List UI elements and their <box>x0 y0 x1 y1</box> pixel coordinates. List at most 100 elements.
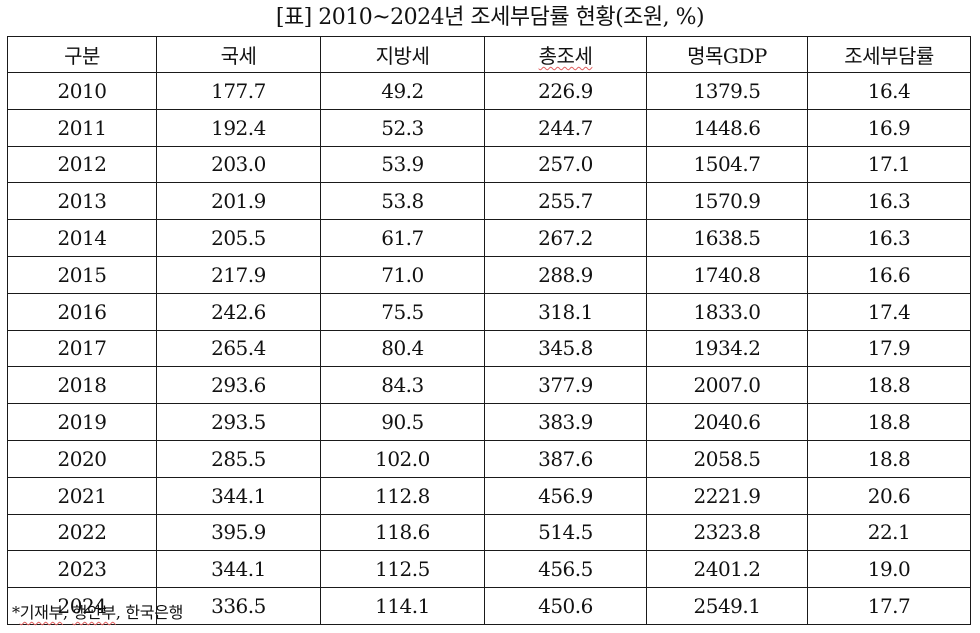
cell-year: 2024 <box>7 587 157 625</box>
cell-total-tax: 244.7 <box>484 108 647 147</box>
table-row: 2022 395.9 118.6 514.5 2323.8 22.1 <box>7 513 971 552</box>
cell-national-tax: 344.1 <box>156 476 321 515</box>
cell-local-tax: 84.3 <box>320 366 485 405</box>
source-item-bok: 한국은행 <box>125 603 184 622</box>
cell-year: 2021 <box>7 476 157 515</box>
cell-tax-burden-rate: 18.8 <box>807 366 971 405</box>
cell-local-tax: 49.2 <box>320 72 485 110</box>
cell-tax-burden-rate: 16.9 <box>807 108 971 147</box>
cell-total-tax: 288.9 <box>484 255 647 294</box>
cell-year: 2014 <box>7 219 157 257</box>
cell-local-tax: 112.8 <box>320 476 485 515</box>
header-nominal-gdp: 명목GDP <box>646 36 808 73</box>
cell-total-tax: 267.2 <box>484 219 647 257</box>
cell-year: 2010 <box>7 72 157 110</box>
cell-national-tax: 192.4 <box>156 108 321 147</box>
cell-national-tax: 203.0 <box>156 145 321 184</box>
source-item-moef: 기재부 <box>19 603 64 622</box>
source-separator: , <box>115 603 126 622</box>
cell-tax-burden-rate: 22.1 <box>807 513 971 552</box>
cell-local-tax: 90.5 <box>320 403 485 441</box>
cell-national-tax: 205.5 <box>156 219 321 257</box>
cell-tax-burden-rate: 17.4 <box>807 292 971 331</box>
cell-nominal-gdp: 2040.6 <box>646 403 808 441</box>
table-row: 2017 265.4 80.4 345.8 1934.2 17.9 <box>7 329 971 368</box>
cell-year: 2011 <box>7 108 157 147</box>
cell-tax-burden-rate: 17.1 <box>807 145 971 184</box>
cell-nominal-gdp: 2549.1 <box>646 587 808 625</box>
header-tax-burden-rate: 조세부담률 <box>807 36 971 73</box>
cell-national-tax: 177.7 <box>156 72 321 110</box>
cell-year: 2017 <box>7 329 157 368</box>
cell-tax-burden-rate: 17.9 <box>807 329 971 368</box>
source-prefix: * <box>12 603 20 622</box>
cell-total-tax: 318.1 <box>484 292 647 331</box>
cell-year: 2023 <box>7 550 157 589</box>
cell-total-tax: 450.6 <box>484 587 647 625</box>
cell-local-tax: 102.0 <box>320 439 485 478</box>
cell-nominal-gdp: 2007.0 <box>646 366 808 405</box>
cell-local-tax: 52.3 <box>320 108 485 147</box>
cell-national-tax: 217.9 <box>156 255 321 294</box>
cell-year: 2022 <box>7 513 157 552</box>
table-caption: [표] 2010~2024년 조세부담률 현황(조원, %) <box>275 5 705 30</box>
cell-nominal-gdp: 2221.9 <box>646 476 808 515</box>
cell-nominal-gdp: 1638.5 <box>646 219 808 257</box>
cell-year: 2015 <box>7 255 157 294</box>
cell-tax-burden-rate: 19.0 <box>807 550 971 589</box>
cell-tax-burden-rate: 16.3 <box>807 219 971 257</box>
header-row: 구분 국세 지방세 총조세 명목GDP 조세부담률 <box>7 36 971 73</box>
header-total-tax: 총조세 <box>484 36 647 73</box>
header-total-tax-label: 총조세 <box>538 44 593 68</box>
cell-tax-burden-rate: 17.7 <box>807 587 971 625</box>
cell-tax-burden-rate: 16.4 <box>807 72 971 110</box>
cell-nominal-gdp: 2401.2 <box>646 550 808 589</box>
cell-national-tax: 293.5 <box>156 403 321 441</box>
cell-local-tax: 61.7 <box>320 219 485 257</box>
cell-total-tax: 456.5 <box>484 550 647 589</box>
cell-local-tax: 112.5 <box>320 550 485 589</box>
cell-total-tax: 383.9 <box>484 403 647 441</box>
cell-nominal-gdp: 2323.8 <box>646 513 808 552</box>
cell-year: 2019 <box>7 403 157 441</box>
cell-local-tax: 71.0 <box>320 255 485 294</box>
cell-total-tax: 345.8 <box>484 329 647 368</box>
cell-national-tax: 344.1 <box>156 550 321 589</box>
cell-local-tax: 53.9 <box>320 145 485 184</box>
cell-year: 2013 <box>7 182 157 221</box>
table-row: 2021 344.1 112.8 456.9 2221.9 20.6 <box>7 476 971 515</box>
table-row: 2018 293.6 84.3 377.9 2007.0 18.8 <box>7 366 971 405</box>
cell-total-tax: 387.6 <box>484 439 647 478</box>
cell-total-tax: 456.9 <box>484 476 647 515</box>
cell-local-tax: 114.1 <box>320 587 485 625</box>
cell-local-tax: 118.6 <box>320 513 485 552</box>
cell-year: 2020 <box>7 439 157 478</box>
cell-nominal-gdp: 1448.6 <box>646 108 808 147</box>
cell-national-tax: 395.9 <box>156 513 321 552</box>
cell-local-tax: 80.4 <box>320 329 485 368</box>
table-row: 2023 344.1 112.5 456.5 2401.2 19.0 <box>7 550 971 589</box>
table-row: 2015 217.9 71.0 288.9 1740.8 16.6 <box>7 255 971 294</box>
cell-tax-burden-rate: 16.3 <box>807 182 971 221</box>
header-national-tax: 국세 <box>156 36 321 73</box>
header-local-tax: 지방세 <box>320 36 485 73</box>
table-row: 2016 242.6 75.5 318.1 1833.0 17.4 <box>7 292 971 331</box>
cell-national-tax: 293.6 <box>156 366 321 405</box>
cell-tax-burden-rate: 16.6 <box>807 255 971 294</box>
cell-tax-burden-rate: 18.8 <box>807 439 971 478</box>
cell-local-tax: 75.5 <box>320 292 485 331</box>
cell-nominal-gdp: 1570.9 <box>646 182 808 221</box>
cell-nominal-gdp: 1934.2 <box>646 329 808 368</box>
cell-total-tax: 257.0 <box>484 145 647 184</box>
cell-nominal-gdp: 2058.5 <box>646 439 808 478</box>
table-row: 2024 336.5 114.1 450.6 2549.1 17.7 <box>7 587 971 625</box>
table-row: 2013 201.9 53.8 255.7 1570.9 16.3 <box>7 182 971 221</box>
source-note: *기재부, 행안부, 한국은행 <box>12 601 183 625</box>
cell-local-tax: 53.8 <box>320 182 485 221</box>
cell-year: 2016 <box>7 292 157 331</box>
header-category: 구분 <box>7 36 157 73</box>
table-row: 2012 203.0 53.9 257.0 1504.7 17.1 <box>7 145 971 184</box>
cell-tax-burden-rate: 18.8 <box>807 403 971 441</box>
cell-nominal-gdp: 1740.8 <box>646 255 808 294</box>
table-row: 2019 293.5 90.5 383.9 2040.6 18.8 <box>7 403 971 441</box>
